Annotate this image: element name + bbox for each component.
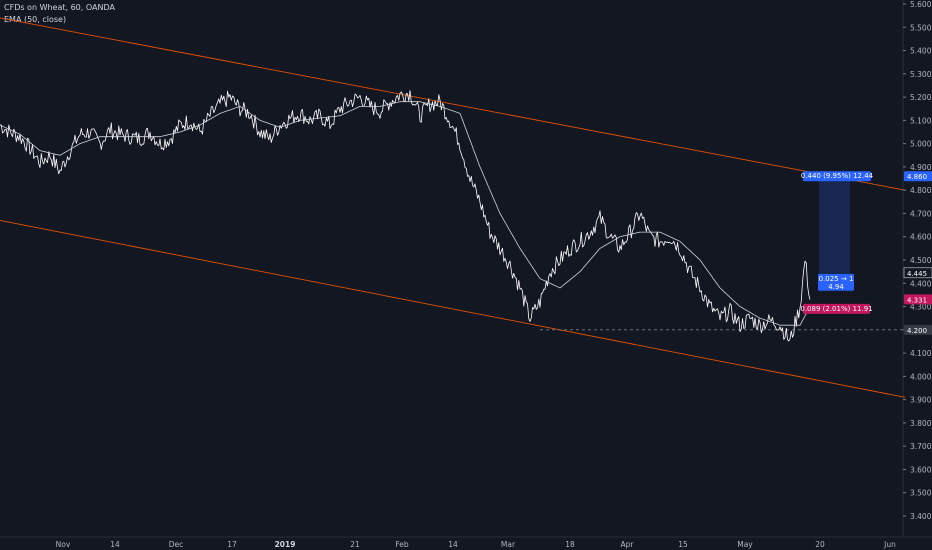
indicator-label[interactable]: EMA (50, close) (4, 15, 67, 24)
price-tag-2-bg (904, 294, 932, 305)
current-price-outline (903, 267, 932, 279)
y-tick-label: 3.500 (910, 489, 932, 498)
target-label-line: 0.440 (9.95%) 12.44 (801, 172, 874, 180)
time-axis[interactable]: Nov 14 Dec 17 2019 21 Feb 14 Mar 18 Apr 15 May 20 Jun (56, 540, 896, 549)
target-zone[interactable] (819, 176, 850, 273)
target-price-tag: 4.860 (907, 173, 927, 181)
current-price-tag-bg (904, 267, 932, 278)
x-tick-label: 20 (815, 540, 825, 549)
y-tick-label: 5.000 (910, 140, 932, 149)
y-tick-label: 4.500 (910, 256, 932, 265)
x-tick-label: 18 (565, 540, 575, 549)
price-tag-3: 4.200 (907, 327, 927, 335)
stop-label-bg (803, 303, 870, 314)
x-tick-label: 14 (448, 540, 458, 549)
y-tick-label: 4.600 (910, 233, 932, 242)
y-tick-label: 3.400 (910, 512, 932, 521)
y-tick-label: 4.400 (910, 279, 932, 288)
grid (0, 0, 932, 538)
y-tick-label: 5.400 (910, 47, 932, 56)
target-label-bg (803, 171, 871, 182)
ema-line (0, 101, 811, 326)
position-tool[interactable] (819, 176, 850, 299)
channel-lower-line[interactable] (0, 219, 906, 398)
y-tick-label: 4.100 (910, 349, 932, 358)
y-tick-label: 3.700 (910, 442, 932, 451)
chart-legend: CFDs on Wheat, 60, OANDA EMA (50, close) (4, 2, 115, 26)
y-tick-label: 4.800 (910, 186, 932, 195)
x-tick-label: Apr (621, 540, 635, 549)
y-tick-label: 5.100 (910, 116, 932, 125)
y-tick-label: 4.000 (910, 372, 932, 381)
x-tick-label: Dec (169, 540, 184, 549)
price-axis[interactable]: 5.600 5.500 5.400 5.300 5.200 5.100 5.000 4.900… (903, 0, 932, 521)
x-tick-label: Mar (501, 540, 516, 549)
x-tick-label: 17 (227, 540, 237, 549)
price-series (0, 90, 811, 342)
x-tick-label: 2019 (275, 540, 296, 549)
x-tick-label: 21 (350, 540, 360, 549)
y-tick-label: 3.600 (910, 465, 932, 474)
x-tick-label: 14 (110, 540, 120, 549)
y-tick-label: 5.300 (910, 70, 932, 79)
entry-label-line: 4.94 (828, 283, 844, 291)
symbol-title[interactable]: CFDs on Wheat, 60, OANDA (4, 3, 115, 12)
y-tick-label: 3.900 (910, 396, 932, 405)
channel-lines[interactable] (0, 17, 906, 398)
y-tick-label: 5.500 (910, 23, 932, 32)
y-tick-label: 5.600 (910, 0, 932, 9)
price-line (0, 90, 811, 342)
x-tick-label: Feb (395, 540, 409, 549)
price-tag-2: 4.331 (907, 296, 927, 304)
x-tick-label: Jun (883, 540, 896, 549)
x-tick-label: Nov (56, 540, 71, 549)
stop-label-line: 0.089 (2.01%) 11.91 (800, 305, 872, 313)
y-tick-label: 3.800 (910, 419, 932, 428)
x-tick-label: May (737, 540, 753, 549)
x-tick-label: 15 (678, 540, 688, 549)
price-tag-3-bg (904, 324, 932, 335)
y-tick-label: 4.700 (910, 209, 932, 218)
target-price-tag-bg (904, 171, 932, 182)
y-tick-label: 5.200 (910, 93, 932, 102)
y-tick-label: 4.300 (910, 303, 932, 312)
price-tags: 4.860 4.445 4.331 4.200 0.440 (9.95%) 12.44 0… (800, 171, 932, 335)
entry-label-line: 0.025 → 1 (819, 275, 854, 283)
y-tick-label: 4.900 (910, 163, 932, 172)
current-price-tag: 4.445 (907, 270, 927, 278)
channel-upper-line[interactable] (0, 17, 906, 191)
entry-label-bg (818, 273, 854, 291)
